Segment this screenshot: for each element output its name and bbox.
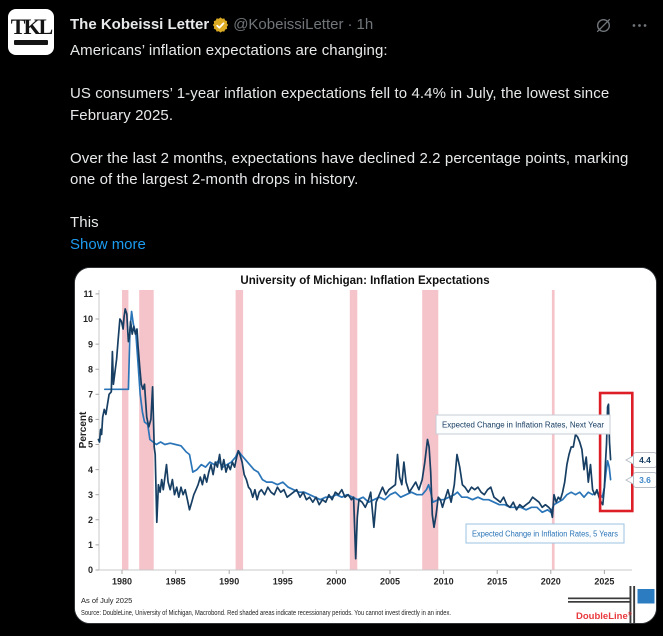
svg-text:1: 1 xyxy=(88,540,93,550)
avatar[interactable]: TKL xyxy=(8,9,54,55)
gold-verified-badge-icon xyxy=(212,16,229,34)
legend-5-years-label: Expected Change in Inflation Rates, 5 Ye… xyxy=(472,530,618,539)
show-more-link[interactable]: Show more xyxy=(70,235,146,253)
svg-text:7: 7 xyxy=(88,390,93,400)
recession-bands xyxy=(122,290,555,570)
source-footnote: Source: DoubleLine, University of Michig… xyxy=(81,610,451,617)
header-separator: · xyxy=(347,16,353,33)
as-of-footnote: As of July 2025 xyxy=(81,596,132,605)
svg-text:1995: 1995 xyxy=(273,577,293,587)
legend-next-year-label: Expected Change in Inflation Rates, Next… xyxy=(442,421,604,430)
axis-ticks: 1980 1985 1990 1995 2000 2005 2010 2015 2020 2025… xyxy=(83,289,614,586)
svg-text:4: 4 xyxy=(88,465,93,475)
svg-text:6: 6 xyxy=(88,415,93,425)
svg-text:9: 9 xyxy=(88,339,93,349)
svg-text:2015: 2015 xyxy=(487,577,507,587)
svg-text:1985: 1985 xyxy=(166,577,186,587)
svg-text:0: 0 xyxy=(88,565,93,575)
svg-text:11: 11 xyxy=(83,289,93,299)
tweet-text: Americans’ inflation expectations are ch… xyxy=(70,42,629,231)
svg-text:2000: 2000 xyxy=(326,577,346,587)
inflation-expectations-chart: 1980 1985 1990 1995 2000 2005 2010 2015 2020 2025… xyxy=(75,268,656,623)
svg-text:10: 10 xyxy=(83,314,93,324)
avatar-monogram: TKL xyxy=(10,14,53,39)
chart-title: University of Michigan: Inflation Expect… xyxy=(240,275,489,287)
tweet-header: The Kobeissi Letter @KobeissiLetter · 1h xyxy=(70,12,652,38)
svg-text:2: 2 xyxy=(88,515,93,525)
svg-text:2025: 2025 xyxy=(594,577,614,587)
svg-text:1990: 1990 xyxy=(219,577,239,587)
chart-series-lines xyxy=(97,308,612,560)
three-dots-icon xyxy=(632,23,646,27)
callout-next-year-value: 4.4 xyxy=(624,452,656,468)
svg-text:1980: 1980 xyxy=(112,577,132,587)
callout-5-years-value: 3.6 xyxy=(624,472,656,488)
more-options-button[interactable] xyxy=(626,12,652,38)
svg-text:3: 3 xyxy=(88,490,93,500)
callout-4-4: 4.4 xyxy=(639,455,651,465)
doubleline-logo: DoubleLine® xyxy=(568,586,655,623)
chart-background xyxy=(75,268,656,623)
highlight-box xyxy=(598,391,634,513)
timestamp[interactable]: 1h xyxy=(356,16,374,33)
svg-text:2020: 2020 xyxy=(541,577,561,587)
svg-text:8: 8 xyxy=(88,364,93,374)
tweet-content: The Kobeissi Letter @KobeissiLetter · 1h xyxy=(70,9,657,624)
svg-text:2005: 2005 xyxy=(380,577,400,587)
doubleline-wordmark: DoubleLine® xyxy=(576,611,632,623)
grok-actions-button[interactable] xyxy=(590,12,616,38)
legend-5-years: Expected Change in Inflation Rates, 5 Ye… xyxy=(465,523,625,544)
legend-next-year: Expected Change in Inflation Rates, Next… xyxy=(435,414,611,435)
svg-text:2010: 2010 xyxy=(434,577,454,587)
tweet-media-chart[interactable]: 1980 1985 1990 1995 2000 2005 2010 2015 2020 2025… xyxy=(74,267,657,624)
avatar-wordmark-bar xyxy=(14,40,48,45)
display-name[interactable]: The Kobeissi Letter xyxy=(70,16,210,33)
avatar-column: TKL xyxy=(8,9,62,624)
grok-icon xyxy=(596,18,610,32)
y-axis-label: Percent xyxy=(78,411,89,448)
svg-text:5: 5 xyxy=(88,440,93,450)
chart-axes xyxy=(98,290,632,571)
user-handle[interactable]: @KobeissiLetter xyxy=(233,16,344,33)
doubleline-logo-square xyxy=(637,589,655,604)
callout-3-6: 3.6 xyxy=(639,475,651,485)
